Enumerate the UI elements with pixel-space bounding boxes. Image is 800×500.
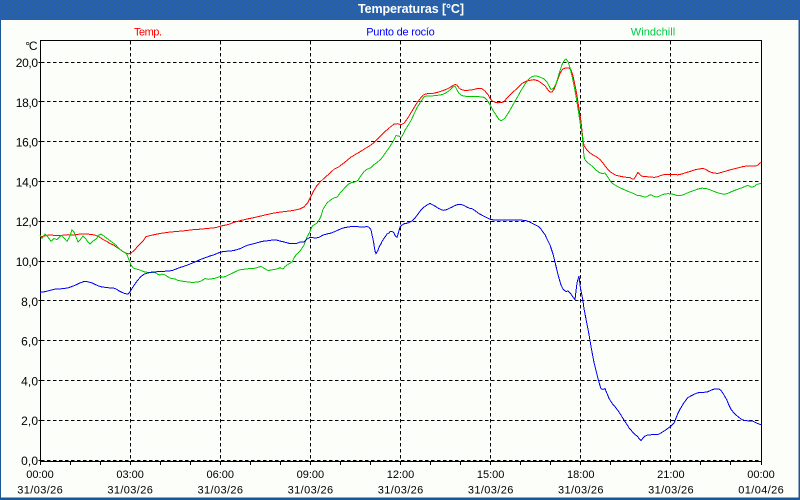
svg-text:10,0: 10,0 [16,255,39,269]
svg-text:14,0: 14,0 [16,175,39,189]
svg-text:12:00: 12:00 [387,469,415,481]
svg-text:31/03/26: 31/03/26 [107,485,153,497]
svg-text:2,0: 2,0 [21,414,38,428]
svg-text:°C: °C [25,39,38,53]
svg-text:06:00: 06:00 [207,469,235,481]
svg-text:01/04/26: 01/04/26 [738,485,784,497]
svg-text:31/03/26: 31/03/26 [198,485,244,497]
svg-text:21:00: 21:00 [657,469,685,481]
svg-text:09:00: 09:00 [297,469,325,481]
svg-text:00:00: 00:00 [747,469,775,481]
svg-text:18:00: 18:00 [567,469,595,481]
svg-text:31/03/26: 31/03/26 [648,485,694,497]
svg-text:4,0: 4,0 [21,374,38,388]
svg-text:31/03/26: 31/03/26 [378,485,424,497]
svg-text:18,0: 18,0 [16,96,39,110]
svg-text:0,0: 0,0 [21,454,38,468]
svg-text:8,0: 8,0 [21,295,38,309]
svg-text:20,0: 20,0 [16,56,39,70]
svg-text:16,0: 16,0 [16,136,39,150]
svg-text:Temperaturas [°C]: Temperaturas [°C] [358,2,464,16]
svg-text:Punto de rocío: Punto de rocío [366,27,435,39]
svg-text:Temp.: Temp. [134,27,162,39]
svg-text:6,0: 6,0 [21,335,38,349]
svg-text:03:00: 03:00 [116,469,144,481]
svg-text:31/03/26: 31/03/26 [288,485,334,497]
svg-text:31/03/26: 31/03/26 [17,485,63,497]
svg-text:31/03/26: 31/03/26 [468,485,514,497]
svg-text:31/03/26: 31/03/26 [558,485,604,497]
svg-text:15:00: 15:00 [477,469,505,481]
svg-text:Windchill: Windchill [631,27,676,39]
svg-text:12,0: 12,0 [16,215,39,229]
svg-text:00:00: 00:00 [26,469,54,481]
